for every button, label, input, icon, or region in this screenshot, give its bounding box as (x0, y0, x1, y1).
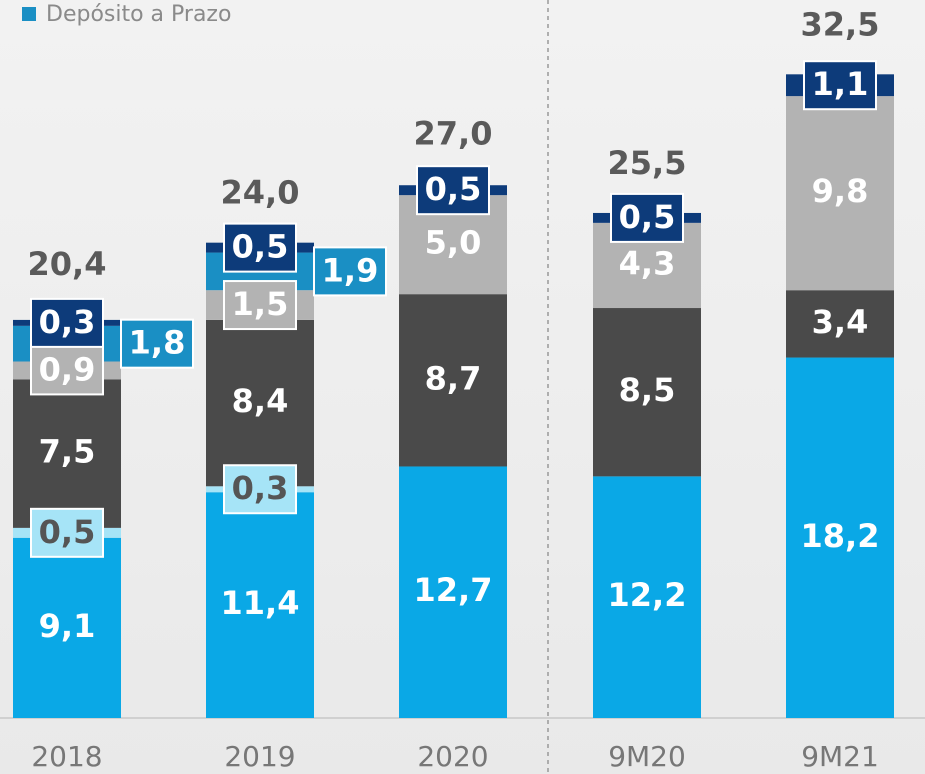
label-box (120, 318, 194, 369)
bar-segment (13, 537, 121, 718)
value-label: 0,5 (39, 513, 96, 551)
value-label: 11,4 (221, 584, 300, 622)
x-tick-label: 2018 (31, 740, 102, 773)
value-label: 0,3 (232, 469, 289, 507)
value-label: 3,4 (812, 303, 869, 341)
bar-segment (206, 319, 314, 487)
value-label: 1,9 (322, 251, 379, 289)
bar-segment (786, 290, 894, 358)
bar-segment (593, 476, 701, 718)
value-label: 0,3 (39, 303, 96, 341)
bar-segment (206, 492, 314, 718)
label-box (803, 60, 877, 111)
total-label: 24,0 (221, 174, 300, 212)
value-label: 0,5 (619, 198, 676, 236)
value-label: 8,5 (619, 371, 676, 409)
value-label: 4,3 (619, 244, 676, 282)
value-label: 12,2 (608, 576, 687, 614)
label-box (223, 222, 297, 273)
value-label: 8,7 (425, 359, 482, 397)
x-tick-label: 2019 (224, 740, 295, 773)
label-box (223, 464, 297, 515)
bar-segment (399, 466, 507, 718)
label-box (30, 345, 104, 396)
value-label: 9,1 (39, 607, 96, 645)
label-box (610, 192, 684, 243)
label-box (30, 507, 104, 558)
bar-segment (786, 357, 894, 718)
value-label: 5,0 (425, 224, 482, 262)
value-label: 0,5 (425, 170, 482, 208)
bar-segment (593, 308, 701, 477)
legend-label: Depósito a Prazo (46, 2, 231, 27)
value-label: 18,2 (801, 517, 880, 555)
value-label: 9,8 (812, 172, 869, 210)
value-label: 1,5 (232, 285, 289, 323)
value-label: 8,4 (232, 382, 289, 420)
x-tick-label: 9M21 (801, 740, 879, 773)
value-label: 1,1 (812, 65, 869, 103)
value-label: 7,5 (39, 433, 96, 471)
x-tick-label: 9M20 (608, 740, 686, 773)
label-box (416, 165, 490, 216)
value-label: 0,9 (39, 350, 96, 388)
legend-swatch (22, 7, 36, 21)
total-label: 25,5 (608, 144, 687, 182)
total-label: 32,5 (801, 5, 880, 43)
value-label: 12,7 (414, 571, 493, 609)
value-label: 1,8 (129, 324, 186, 362)
label-box (223, 280, 297, 331)
label-box (30, 297, 104, 348)
total-label: 20,4 (28, 245, 107, 283)
value-label: 0,5 (232, 228, 289, 266)
bar-segment (786, 96, 894, 291)
bar-segment (399, 294, 507, 467)
x-tick-label: 2020 (417, 740, 488, 773)
total-label: 27,0 (414, 114, 493, 152)
label-box (313, 246, 387, 297)
bar-segment (13, 379, 121, 528)
